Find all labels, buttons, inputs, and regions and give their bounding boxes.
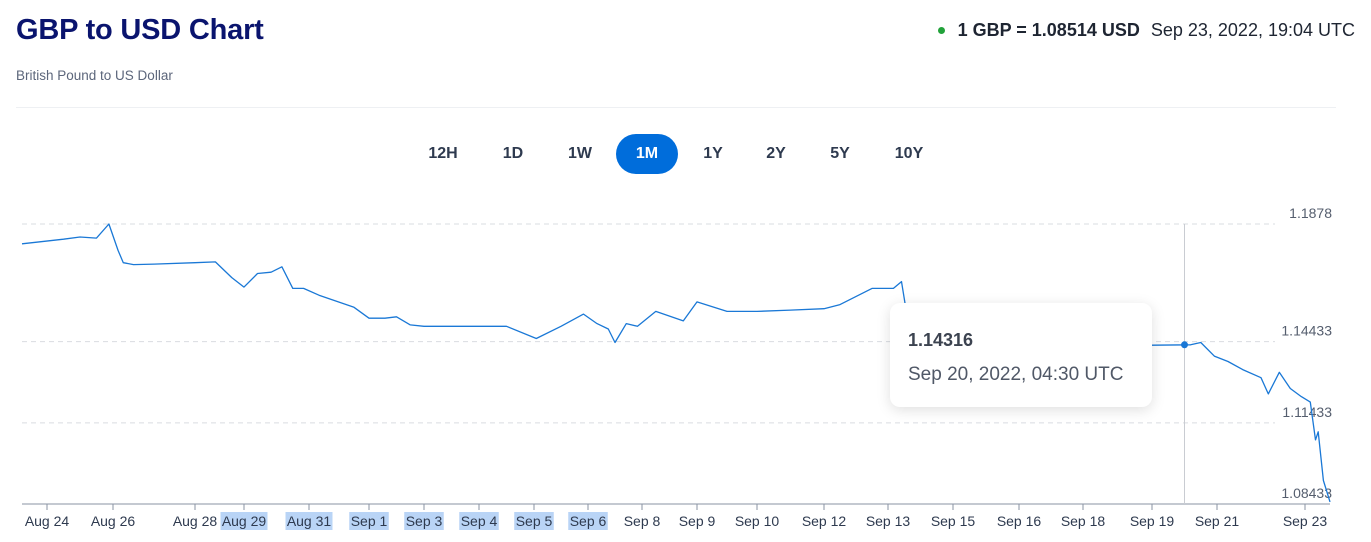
hover-point	[1181, 341, 1188, 349]
price-line	[21, 223, 1331, 503]
rate-timestamp: Sep 23, 2022, 19:04 UTC	[1150, 20, 1355, 40]
x-tick-label: Sep 19	[1130, 513, 1175, 529]
header-divider	[16, 107, 1336, 108]
x-tick-label: Aug 26	[91, 513, 136, 529]
x-tick-label: Sep 15	[931, 513, 976, 529]
x-tick-label: Sep 6	[570, 513, 607, 529]
x-tick-label: Aug 28	[173, 513, 218, 529]
x-tick-label: Sep 12	[802, 513, 847, 529]
tab-12h[interactable]: 12H	[428, 145, 458, 162]
y-tick-label: 1.1878	[1289, 205, 1332, 221]
x-tick-label: Sep 13	[866, 513, 911, 529]
x-tick-label: Aug 24	[25, 513, 70, 529]
tab-1d[interactable]: 1D	[502, 145, 524, 162]
tab-2y[interactable]: 2Y	[766, 145, 786, 162]
live-status-icon	[937, 27, 945, 34]
x-tick-label: Sep 8	[624, 513, 661, 529]
tab-1m[interactable]: 1M	[616, 134, 678, 174]
x-tick-highlight	[514, 512, 554, 530]
x-tick-label: Sep 3	[406, 513, 443, 529]
time-range-tabs: 12H 1D 1W 1M 1Y 2Y 5Y 10Y	[0, 134, 1371, 174]
page-subtitle: British Pound to US Dollar	[16, 68, 173, 83]
x-tick-highlight	[349, 512, 389, 530]
y-tick-label: 1.14433	[1281, 323, 1332, 339]
x-tick-label: Sep 4	[461, 513, 498, 529]
x-tick-highlight	[459, 512, 499, 530]
tab-1w[interactable]: 1W	[568, 145, 592, 162]
y-tick-label: 1.11433	[1282, 404, 1332, 420]
x-tick-label: Sep 16	[997, 513, 1042, 529]
x-tick-highlight	[568, 512, 608, 530]
x-tick-label: Sep 9	[679, 513, 716, 529]
tooltip-value: 1.14316	[908, 330, 974, 350]
tab-5y[interactable]: 5Y	[830, 145, 850, 162]
x-tick-label: Sep 1	[351, 513, 388, 529]
x-tick-label: Sep 5	[516, 513, 553, 529]
x-tick-highlight	[285, 512, 333, 530]
page-title: GBP to USD Chart	[16, 14, 264, 46]
x-tick-highlight	[220, 512, 268, 530]
tab-1y[interactable]: 1Y	[703, 145, 723, 162]
x-tick-label: Sep 21	[1195, 513, 1240, 529]
tab-10y[interactable]: 10Y	[894, 145, 924, 162]
tooltip-date: Sep 20, 2022, 04:30 UTC	[908, 364, 1124, 385]
rate-value: 1 GBP = 1.08514 USD	[957, 20, 1140, 40]
chart-tooltip: 1.14316 Sep 20, 2022, 04:30 UTC	[890, 303, 1152, 407]
x-tick-label: Aug 31	[287, 513, 332, 529]
x-tick-label: Sep 23	[1283, 513, 1328, 529]
x-tick-label: Sep 18	[1061, 513, 1106, 529]
y-tick-label: 1.08433	[1281, 485, 1332, 501]
x-tick-label: Aug 29	[222, 513, 267, 529]
x-tick-label: Sep 10	[735, 513, 780, 529]
x-tick-highlight	[404, 512, 444, 530]
live-rate: 1 GBP = 1.08514 USD Sep 23, 2022, 19:04 …	[937, 20, 1355, 41]
